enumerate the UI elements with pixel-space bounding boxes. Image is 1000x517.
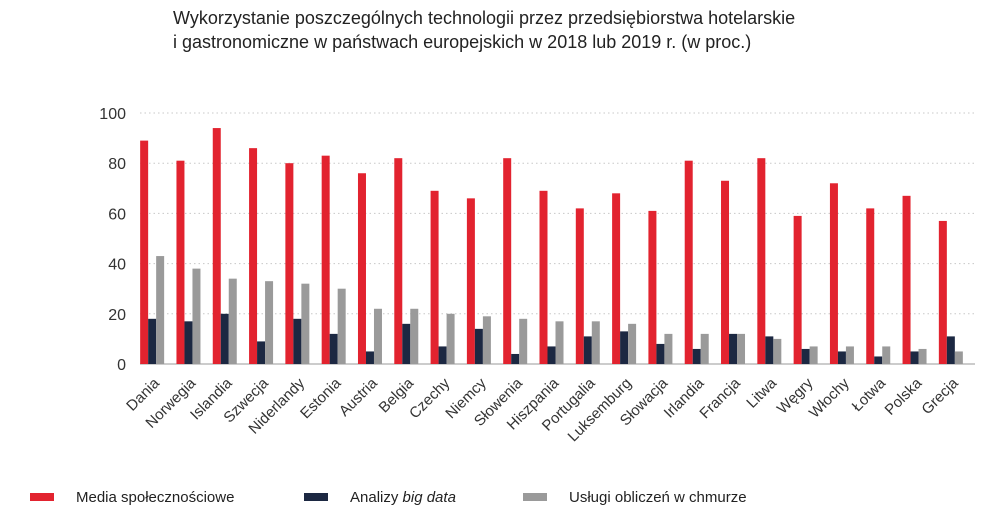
bar-2-22 xyxy=(954,351,963,364)
bar-0-21 xyxy=(902,195,911,364)
bar-1-20 xyxy=(874,356,883,364)
bar-2-14 xyxy=(664,333,673,364)
x-tick-label-22: Grecja xyxy=(918,374,962,418)
bar-1-2 xyxy=(220,313,229,364)
legend-item-social-media: Media społecznościowe xyxy=(30,486,234,508)
bar-2-15 xyxy=(700,333,709,364)
bar-0-20 xyxy=(866,208,875,364)
bar-1-12 xyxy=(583,336,592,364)
x-tick-label-21: Polska xyxy=(882,374,926,418)
legend-item-cloud: Usługi obliczeń w chmurze xyxy=(523,486,747,508)
bar-2-13 xyxy=(628,323,637,364)
bar-0-7 xyxy=(394,158,403,364)
y-tick-label-80: 80 xyxy=(108,156,126,173)
legend-item-big-data: Analizy big data xyxy=(304,486,456,508)
bar-1-11 xyxy=(547,346,556,364)
y-tick-label-20: 20 xyxy=(108,307,126,324)
bar-2-18 xyxy=(809,346,818,364)
bar-2-7 xyxy=(410,308,419,364)
bar-1-18 xyxy=(801,348,810,364)
bar-0-10 xyxy=(503,158,512,364)
legend-swatch-cloud xyxy=(523,493,547,501)
bar-2-3 xyxy=(265,281,274,364)
bar-0-19 xyxy=(829,183,838,364)
legend-label-social-media: Media społecznościowe xyxy=(76,488,235,506)
bar-1-15 xyxy=(692,348,701,364)
bar-0-0 xyxy=(140,140,149,364)
bar-1-21 xyxy=(910,351,919,364)
bar-2-6 xyxy=(373,308,382,364)
bar-2-21 xyxy=(918,348,927,364)
bar-2-20 xyxy=(882,346,891,364)
bar-chart: 020406080100DaniaNorwegiaIslandiaSzwecja… xyxy=(99,106,975,445)
bar-1-0 xyxy=(148,318,157,364)
bar-1-8 xyxy=(438,346,447,364)
bar-2-12 xyxy=(591,321,600,364)
y-tick-label-60: 60 xyxy=(108,206,126,223)
x-tick-label-5: Estonia xyxy=(297,374,345,422)
bar-2-5 xyxy=(337,288,346,364)
chart-title-line-2: i gastronomiczne w państwach europejskic… xyxy=(173,32,752,52)
legend-label-big-data: Analizy big data xyxy=(350,489,456,506)
bar-2-1 xyxy=(192,268,201,364)
bar-1-13 xyxy=(620,331,629,364)
legend-label-big-data-italic: big data xyxy=(402,488,456,506)
bar-0-6 xyxy=(357,173,366,364)
bar-2-10 xyxy=(519,318,528,364)
bar-1-19 xyxy=(837,351,846,364)
bar-1-3 xyxy=(257,341,266,364)
bar-0-9 xyxy=(466,198,475,364)
legend-swatch-big-data xyxy=(304,493,328,501)
legend-label-cloud: Usługi obliczeń w chmurze xyxy=(569,488,747,506)
chart-legend: Media społecznościowe Analizy big data U… xyxy=(30,486,990,508)
bar-2-16 xyxy=(737,333,746,364)
bar-0-14 xyxy=(648,210,657,364)
chart-title: Wykorzystanie poszczególnych technologii… xyxy=(173,6,983,54)
bar-1-22 xyxy=(946,336,955,364)
bar-0-4 xyxy=(285,163,294,364)
x-tick-label-19: Włochy xyxy=(806,374,853,421)
legend-swatch-social-media xyxy=(30,493,54,501)
bar-2-11 xyxy=(555,321,564,364)
bar-1-17 xyxy=(765,336,774,364)
bar-1-1 xyxy=(184,321,193,364)
bar-2-8 xyxy=(446,313,455,364)
bar-2-2 xyxy=(228,278,237,364)
bar-2-0 xyxy=(156,256,165,364)
bar-1-10 xyxy=(511,353,520,364)
legend-label-big-data-prefix: Analizy xyxy=(350,488,403,506)
bar-0-16 xyxy=(721,180,730,364)
bar-0-13 xyxy=(612,193,621,364)
bar-2-4 xyxy=(301,283,310,364)
bar-2-9 xyxy=(482,316,491,364)
bar-0-5 xyxy=(321,155,330,364)
bar-2-19 xyxy=(845,346,854,364)
y-tick-label-100: 100 xyxy=(99,106,126,123)
bar-0-3 xyxy=(249,148,258,364)
bar-1-9 xyxy=(474,328,483,364)
y-tick-label-0: 0 xyxy=(117,357,126,374)
bar-1-4 xyxy=(293,318,302,364)
bar-0-17 xyxy=(757,158,766,364)
x-tick-label-6: Austria xyxy=(336,374,381,419)
x-tick-label-16: Francja xyxy=(696,374,744,422)
bar-0-11 xyxy=(539,190,548,364)
bar-0-15 xyxy=(684,160,693,364)
bar-0-18 xyxy=(793,215,802,364)
bar-1-6 xyxy=(365,351,374,364)
bar-1-16 xyxy=(729,333,738,364)
bar-1-5 xyxy=(329,333,338,364)
bar-1-14 xyxy=(656,343,665,364)
bar-0-1 xyxy=(176,160,185,364)
bar-0-22 xyxy=(938,220,947,364)
bar-2-17 xyxy=(773,338,782,364)
bar-0-2 xyxy=(212,128,221,364)
bar-0-8 xyxy=(430,190,439,364)
chart-title-line-1: Wykorzystanie poszczególnych technologii… xyxy=(173,8,796,28)
bar-0-12 xyxy=(575,208,584,364)
bar-1-7 xyxy=(402,323,411,364)
y-tick-label-40: 40 xyxy=(108,257,126,274)
